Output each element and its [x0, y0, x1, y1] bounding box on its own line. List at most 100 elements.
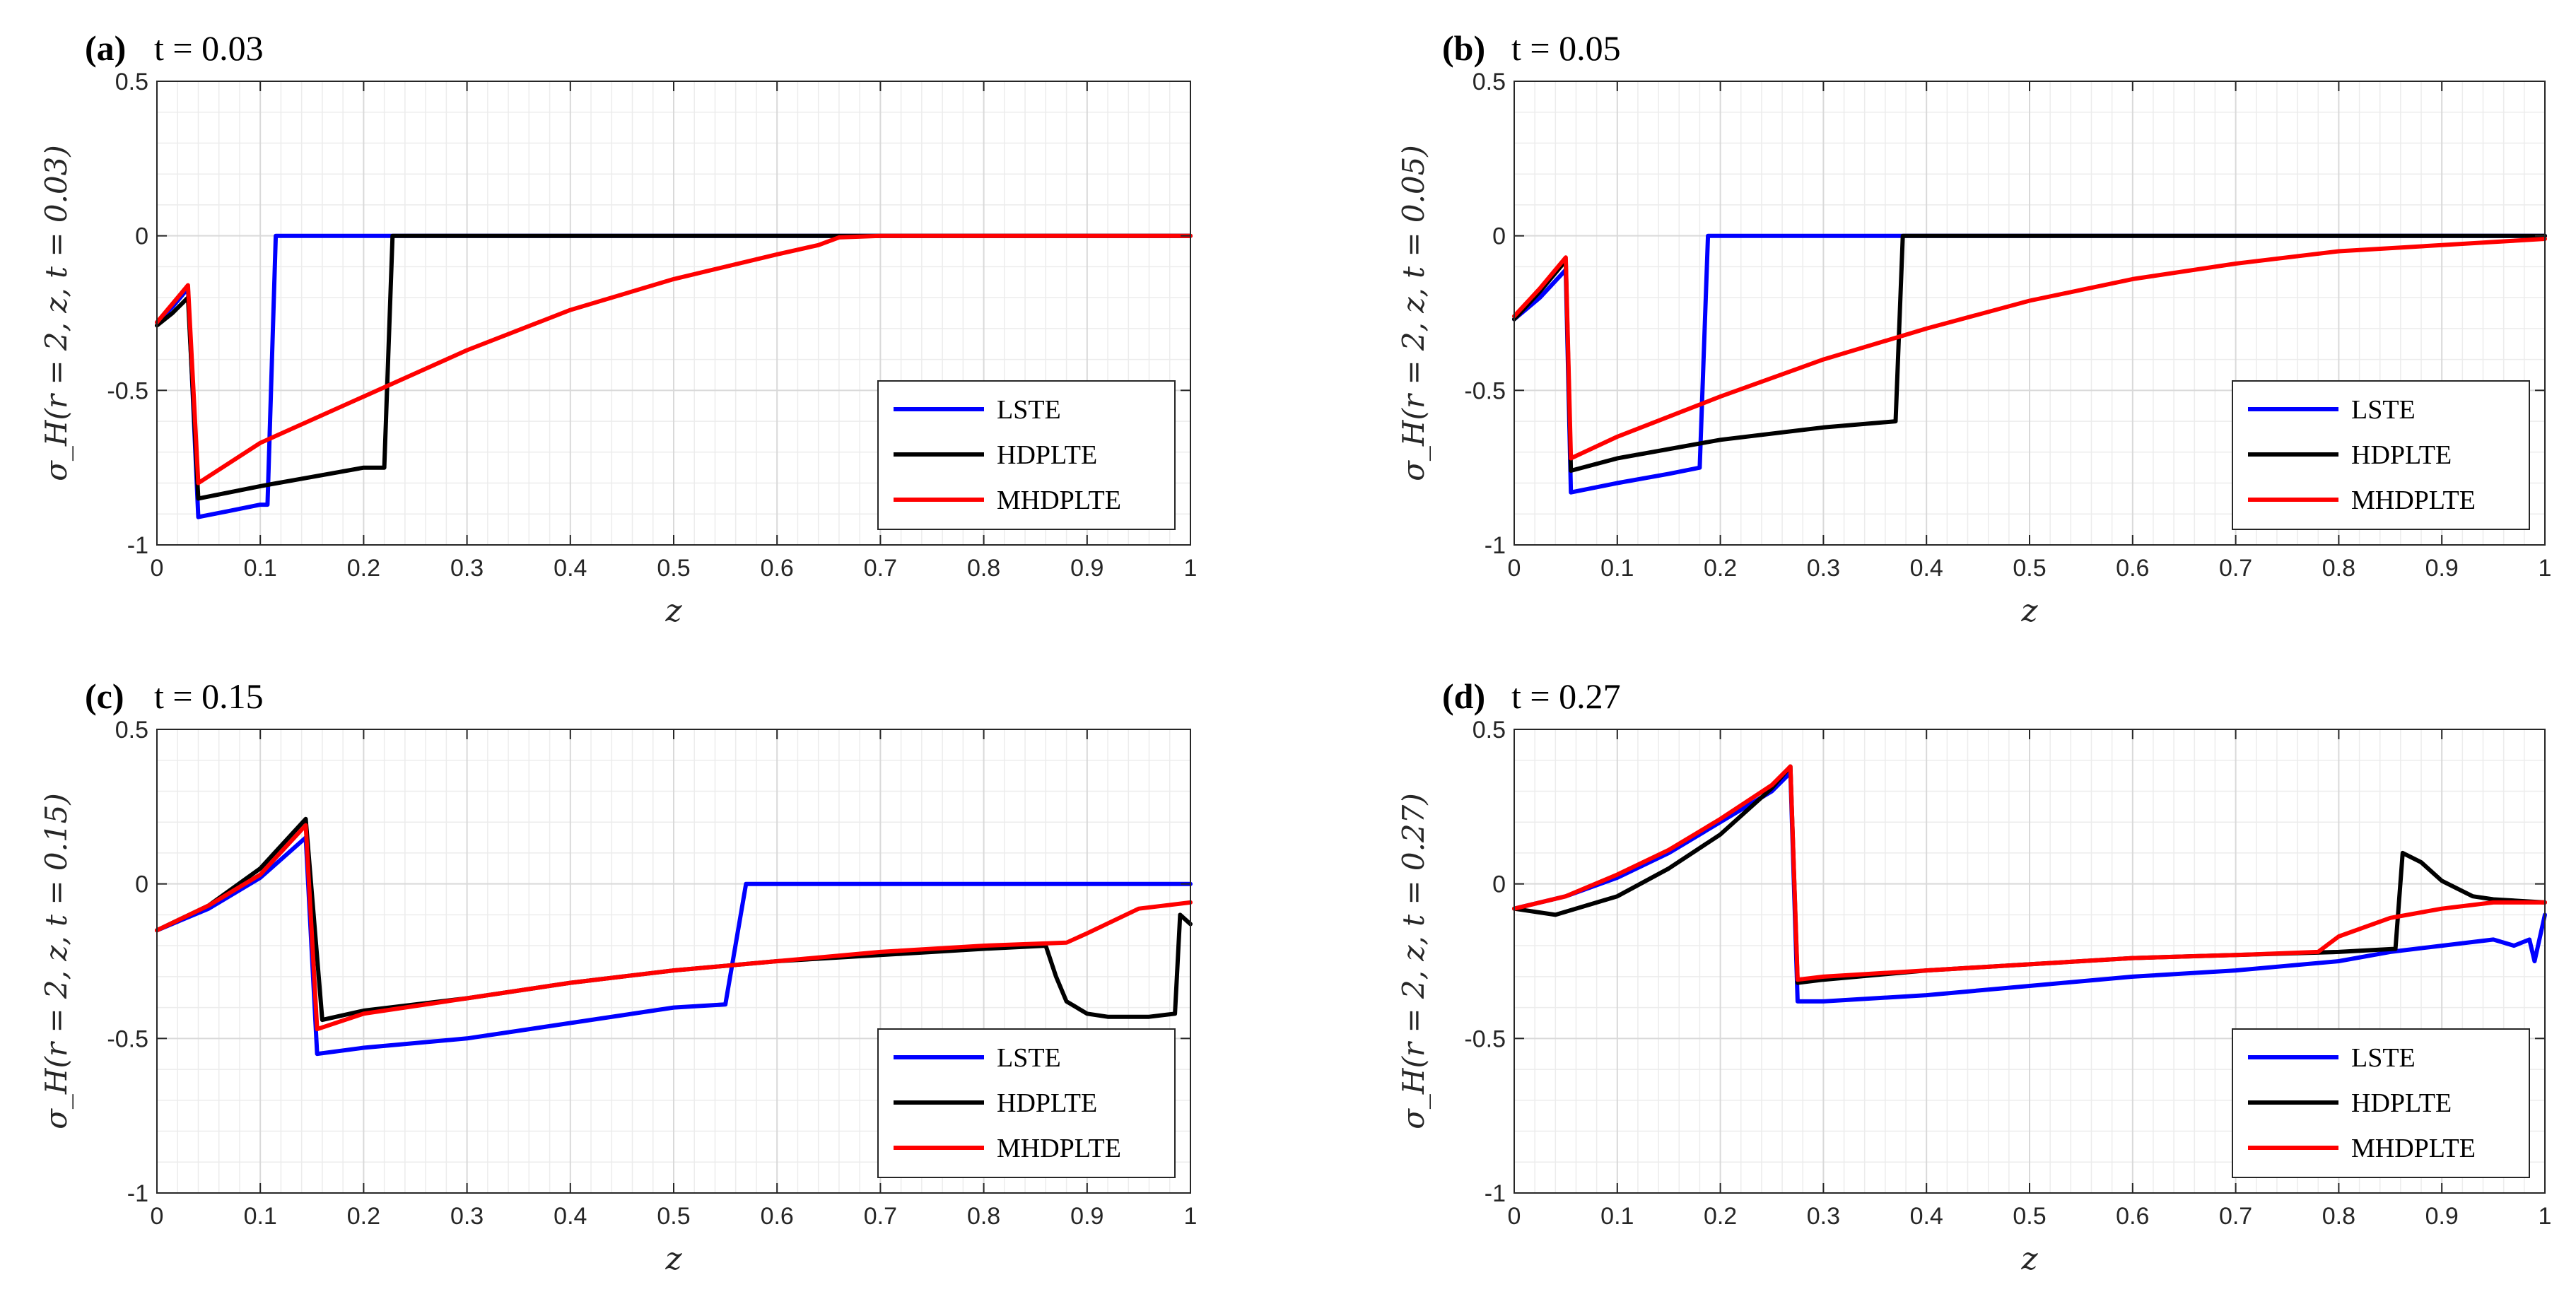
x-tick-label: 0	[1508, 1203, 1521, 1230]
series-line-mhdplte	[1512, 764, 2547, 982]
y-tick-label: 0.5	[115, 69, 148, 95]
legend: LSTE HDPLTE MHDPLTE	[877, 380, 1176, 530]
series-line-mhdplte	[155, 233, 1193, 486]
series-line-lste	[155, 835, 1193, 1057]
x-tick-label: 0.8	[967, 555, 1000, 582]
legend-label-mhdplte: MHDPLTE	[2351, 1134, 2476, 1163]
x-tick-label: 0.7	[2219, 555, 2252, 582]
y-tick-label: -0.5	[1464, 1025, 1506, 1052]
y-tick-label: -0.5	[1464, 377, 1506, 404]
panel-title: t = 0.03	[154, 28, 264, 68]
x-tick-label: 0	[151, 555, 164, 582]
x-tick-label: 0.9	[1070, 555, 1103, 582]
x-tick-label: 0.7	[2219, 1203, 2252, 1230]
legend-label-lste: LSTE	[997, 1043, 1061, 1073]
y-axis-label: σ_H(r = 2, z, t = 0.05)	[1396, 145, 1431, 481]
x-tick-label: 0.8	[2322, 1203, 2355, 1230]
x-tick-label: 1	[2539, 555, 2552, 582]
chart-panel-b: 0 0.1 0.2 0.3 0.4 0.5 0.6 0.7 0.8 0.9 1 0.5 0 -0.5 -1 (…	[1396, 28, 2551, 629]
legend-label-hdplte: HDPLTE	[2351, 440, 2452, 470]
legend-label-mhdplte: MHDPLTE	[997, 486, 1121, 515]
chart-panel-c: 0 0.1 0.2 0.3 0.4 0.5 0.6 0.7 0.8 0.9 1 0.5 0 -0.5 -1 (…	[39, 676, 1197, 1277]
series-line-mhdplte	[1512, 237, 2547, 461]
panel-title: t = 0.27	[1511, 676, 1621, 716]
series-line-lste	[1512, 770, 2547, 1004]
x-tick-label: 0.3	[450, 1203, 484, 1230]
y-tick-label: -0.5	[107, 377, 148, 404]
x-tick-label: 0	[1508, 555, 1521, 582]
x-tick-label: 0.2	[1704, 555, 1737, 582]
panel-label: (c)	[85, 676, 124, 716]
x-tick-label: 0.4	[1910, 555, 1943, 582]
x-axis-label: z	[2020, 1241, 2038, 1277]
legend-label-hdplte: HDPLTE	[2351, 1088, 2452, 1118]
legend-label-lste: LSTE	[2351, 1043, 2416, 1073]
x-tick-label: 0	[151, 1203, 164, 1230]
legend-label-hdplte: HDPLTE	[997, 1088, 1097, 1118]
x-tick-label: 0.5	[657, 555, 690, 582]
x-tick-label: 0.1	[244, 555, 277, 582]
legend: LSTE HDPLTE MHDPLTE	[2232, 380, 2530, 530]
y-axis-label: σ_H(r = 2, z, t = 0.15)	[39, 793, 74, 1129]
legend: LSTE HDPLTE MHDPLTE	[877, 1028, 1176, 1178]
x-axis-label: z	[665, 1241, 682, 1277]
y-tick-label: 0	[1492, 223, 1506, 250]
y-tick-label: -1	[127, 532, 148, 559]
x-tick-label: 1	[1184, 1203, 1198, 1230]
y-tick-label: 0.5	[1473, 717, 1506, 743]
x-tick-label: 0.2	[347, 1203, 380, 1230]
x-tick-label: 0.5	[657, 1203, 690, 1230]
x-tick-label: 0.6	[761, 1203, 794, 1230]
x-tick-label: 1	[2539, 1203, 2552, 1230]
legend-label-mhdplte: MHDPLTE	[997, 1134, 1121, 1163]
x-tick-label: 0.1	[1600, 555, 1634, 582]
chart-panel-d: 0 0.1 0.2 0.3 0.4 0.5 0.6 0.7 0.8 0.9 1 0.5 0 -0.5 -1 (…	[1396, 676, 2551, 1277]
x-tick-label: 0.1	[1600, 1203, 1634, 1230]
x-tick-label: 0.8	[2322, 555, 2355, 582]
y-tick-label: 0	[135, 223, 148, 250]
legend-label-hdplte: HDPLTE	[997, 440, 1097, 470]
panel-title: t = 0.15	[154, 676, 264, 716]
x-tick-label: 0.5	[2013, 1203, 2046, 1230]
panel-label: (a)	[85, 28, 126, 68]
y-tick-label: 0	[135, 871, 148, 898]
legend-label-lste: LSTE	[2351, 395, 2416, 425]
y-tick-label: 0.5	[1473, 69, 1506, 95]
x-tick-label: 0.5	[2013, 555, 2046, 582]
x-tick-label: 0.3	[1807, 1203, 1840, 1230]
legend-label-mhdplte: MHDPLTE	[2351, 486, 2476, 515]
x-tick-label: 0.6	[761, 555, 794, 582]
x-tick-label: 0.9	[2425, 555, 2459, 582]
y-tick-label: 0	[1492, 871, 1506, 898]
x-tick-label: 0.6	[2116, 1203, 2149, 1230]
x-tick-label: 0.4	[554, 555, 587, 582]
y-axis-label: σ_H(r = 2, z, t = 0.27)	[1396, 793, 1431, 1129]
y-axis-label: σ_H(r = 2, z, t = 0.03)	[39, 145, 74, 481]
x-axis-label: z	[665, 593, 682, 629]
x-tick-label: 0.7	[864, 1203, 897, 1230]
x-tick-label: 0.9	[1070, 1203, 1103, 1230]
x-tick-label: 0.1	[244, 1203, 277, 1230]
y-tick-label: -1	[127, 1180, 148, 1207]
x-tick-label: 0.9	[2425, 1203, 2459, 1230]
y-tick-label: -1	[1485, 532, 1506, 559]
panel-label: (d)	[1442, 676, 1485, 716]
x-tick-label: 0.2	[1704, 1203, 1737, 1230]
x-axis-label: z	[2020, 593, 2038, 629]
y-tick-label: 0.5	[115, 717, 148, 743]
x-tick-label: 0.3	[450, 555, 484, 582]
x-tick-label: 0.4	[1910, 1203, 1943, 1230]
chart-panel-a: 0 0.1 0.2 0.3 0.4 0.5 0.6 0.7 0.8 0.9 1 0.5 0 -0.5 -1 (…	[39, 28, 1197, 629]
x-tick-label: 0.3	[1807, 555, 1840, 582]
y-tick-label: -1	[1485, 1180, 1506, 1207]
x-tick-label: 0.2	[347, 555, 380, 582]
x-tick-label: 0.8	[967, 1203, 1000, 1230]
x-tick-label: 1	[1184, 555, 1198, 582]
x-tick-label: 0.6	[2116, 555, 2149, 582]
y-tick-label: -0.5	[107, 1025, 148, 1052]
legend-label-lste: LSTE	[997, 395, 1061, 425]
series-line-mhdplte	[155, 823, 1193, 1032]
x-tick-label: 0.7	[864, 555, 897, 582]
panel-title: t = 0.05	[1511, 28, 1621, 68]
